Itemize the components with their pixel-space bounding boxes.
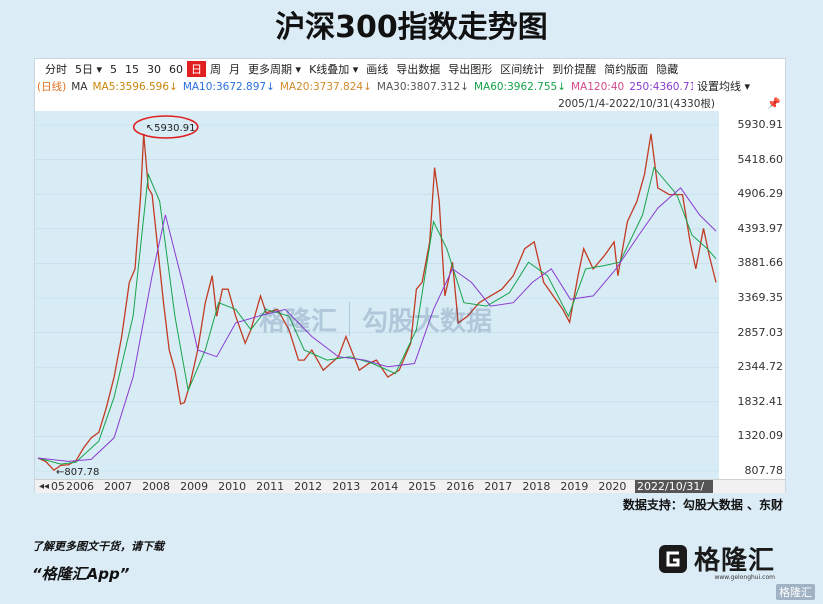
chart-panel: 分时 5日 ▾ 5 15 30 60 日周月更多周期 ▾ K线叠加 ▾ 画线 导出数据 导出图形 区间… xyxy=(34,58,786,506)
moving-average-legend: (日线) MA MA5:3596.596↓ MA10:3672.897↓ MA20:37… xyxy=(35,79,785,95)
x-tick-label: 2014 xyxy=(370,480,399,493)
x-tick-label: 2016 xyxy=(446,480,475,493)
y-tick-label: 3881.66 xyxy=(737,256,784,270)
y-tick-label: 5930.91 xyxy=(737,118,784,131)
settings-ma-button[interactable]: 设置均线 ▾ xyxy=(693,79,785,95)
y-tick-label: 1320.09 xyxy=(737,429,784,443)
toolbar-item[interactable]: 简约版面 xyxy=(604,63,649,76)
toolbar-item[interactable]: 区间统计 xyxy=(500,63,545,76)
promo-line1: 了解更多图文干货，请下载 xyxy=(32,540,164,553)
series-line-1 xyxy=(37,166,717,465)
toolbar-item[interactable]: 导出图形 xyxy=(448,63,493,76)
pin-icon[interactable]: 📌 xyxy=(767,97,781,110)
x-tick-label: 2019 xyxy=(560,480,589,493)
toolbar-item[interactable]: 30 xyxy=(147,62,162,76)
price-chart[interactable]: ↖5930.91 ←807.78 xyxy=(35,111,719,479)
brand-name: 格隆汇 xyxy=(693,546,775,576)
brand-logo: 格隆汇 www.gelonghui.com xyxy=(658,540,775,581)
plot-background xyxy=(35,111,719,479)
brand-url: www.gelonghui.com xyxy=(714,574,775,581)
ma-label: MA5:3596.596↓ xyxy=(92,81,178,93)
toolbar-item[interactable]: 60 xyxy=(169,62,184,76)
page-title: 沪深300指数走势图 xyxy=(275,10,548,45)
x-tick-label: 2017 xyxy=(484,480,513,493)
toolbar-item[interactable]: 5日 ▾ xyxy=(75,63,103,76)
toolbar-item[interactable]: K线叠加 ▾ xyxy=(309,63,359,76)
scroll-left-icon[interactable]: ◂◂ xyxy=(39,481,50,492)
gelonghui-logo-icon xyxy=(658,544,687,573)
max-highlight-circle xyxy=(132,115,199,139)
x-tick-label: 2018 xyxy=(522,480,551,493)
ma-label: MA120:40 xyxy=(571,81,625,93)
y-tick-label: 807.78 xyxy=(744,464,784,477)
caret-down-icon: ▾ xyxy=(744,80,751,93)
footer: 了解更多图文干货，请下载 “格隆汇App” 格隆汇 www.gelonghui.… xyxy=(0,520,823,604)
ma-label: 250:4360.71 xyxy=(629,81,697,93)
date-range-label: 2005/1/4-2022/10/31(4330根) xyxy=(558,98,715,110)
toolbar-item[interactable]: 日 xyxy=(187,61,207,77)
x-tick-label: 2012 xyxy=(294,480,323,493)
data-source: 数据支持：勾股大数据 、东财 xyxy=(622,498,783,512)
toolbar-item[interactable]: 隐藏 xyxy=(656,63,679,76)
y-tick-label: 3369.35 xyxy=(737,290,784,304)
ma-label: MA30:3807.312↓ xyxy=(376,81,469,93)
ma-label: (日线) xyxy=(37,81,67,93)
toolbar-item[interactable]: 月 xyxy=(229,63,241,76)
y-tick-label: 1832.41 xyxy=(737,394,784,408)
series-line-2 xyxy=(37,187,717,462)
min-label: ←807.78 xyxy=(56,467,99,478)
x-axis[interactable]: ◂◂ 05 2006 2007 2008 2009 2010 2011 2012 2013 201… xyxy=(35,479,785,506)
y-tick-label: 5418.60 xyxy=(737,152,784,166)
ma-label: MA xyxy=(71,81,88,93)
x-tick-label: 2006 xyxy=(66,480,95,493)
y-tick-label: 4393.97 xyxy=(737,221,784,235)
x-tick-label: 2013 xyxy=(332,480,361,493)
x-tick-label: 2015 xyxy=(408,480,437,493)
promo-line2[interactable]: “格隆汇App” xyxy=(32,565,130,583)
ma-label: MA60:3962.755↓ xyxy=(473,81,566,93)
y-tick-label: 4906.29 xyxy=(737,187,784,201)
x-tick-label: 2011 xyxy=(256,480,285,493)
x-tick-label: 2009 xyxy=(180,480,209,493)
toolbar-item[interactable]: 周 xyxy=(210,63,222,76)
x-tick-label: 2008 xyxy=(142,480,171,493)
x-tick-label: 2020 xyxy=(598,480,627,493)
x-tick-label: 2010 xyxy=(218,480,247,493)
x-tick-label: 2007 xyxy=(104,480,133,493)
chart-toolbar: 分时 5日 ▾ 5 15 30 60 日周月更多周期 ▾ K线叠加 ▾ 画线 导出数据 导出图形 区间… xyxy=(35,59,785,79)
toolbar-item[interactable]: 15 xyxy=(125,62,140,76)
y-tick-label: 2344.72 xyxy=(737,360,784,374)
settings-ma-label: 设置均线 xyxy=(697,80,741,93)
toolbar-item[interactable]: 分时 xyxy=(45,63,67,76)
ma-label: MA20:3737.824↓ xyxy=(279,81,372,93)
toolbar-item[interactable]: 更多周期 ▾ xyxy=(248,63,302,76)
toolbar-item[interactable]: 导出数据 xyxy=(396,63,441,76)
toolbar-item[interactable]: 5 xyxy=(110,62,118,76)
corner-watermark: 格隆汇 xyxy=(776,584,815,600)
toolbar-item[interactable]: 到价提醒 xyxy=(552,63,597,76)
ma-label: MA10:3672.897↓ xyxy=(182,81,275,93)
y-axis: 5930.91 5418.60 4906.29 4393.97 3881.66 3369.… xyxy=(717,111,785,479)
y-tick-label: 2857.03 xyxy=(737,325,784,339)
toolbar-item[interactable]: 画线 xyxy=(366,63,389,76)
cursor-date-label: 2022/10/31/一 xyxy=(635,480,713,506)
max-label: ↖5930.91 xyxy=(146,123,196,134)
series-line-0 xyxy=(37,133,717,472)
x-tick-label: 05 xyxy=(51,480,65,493)
